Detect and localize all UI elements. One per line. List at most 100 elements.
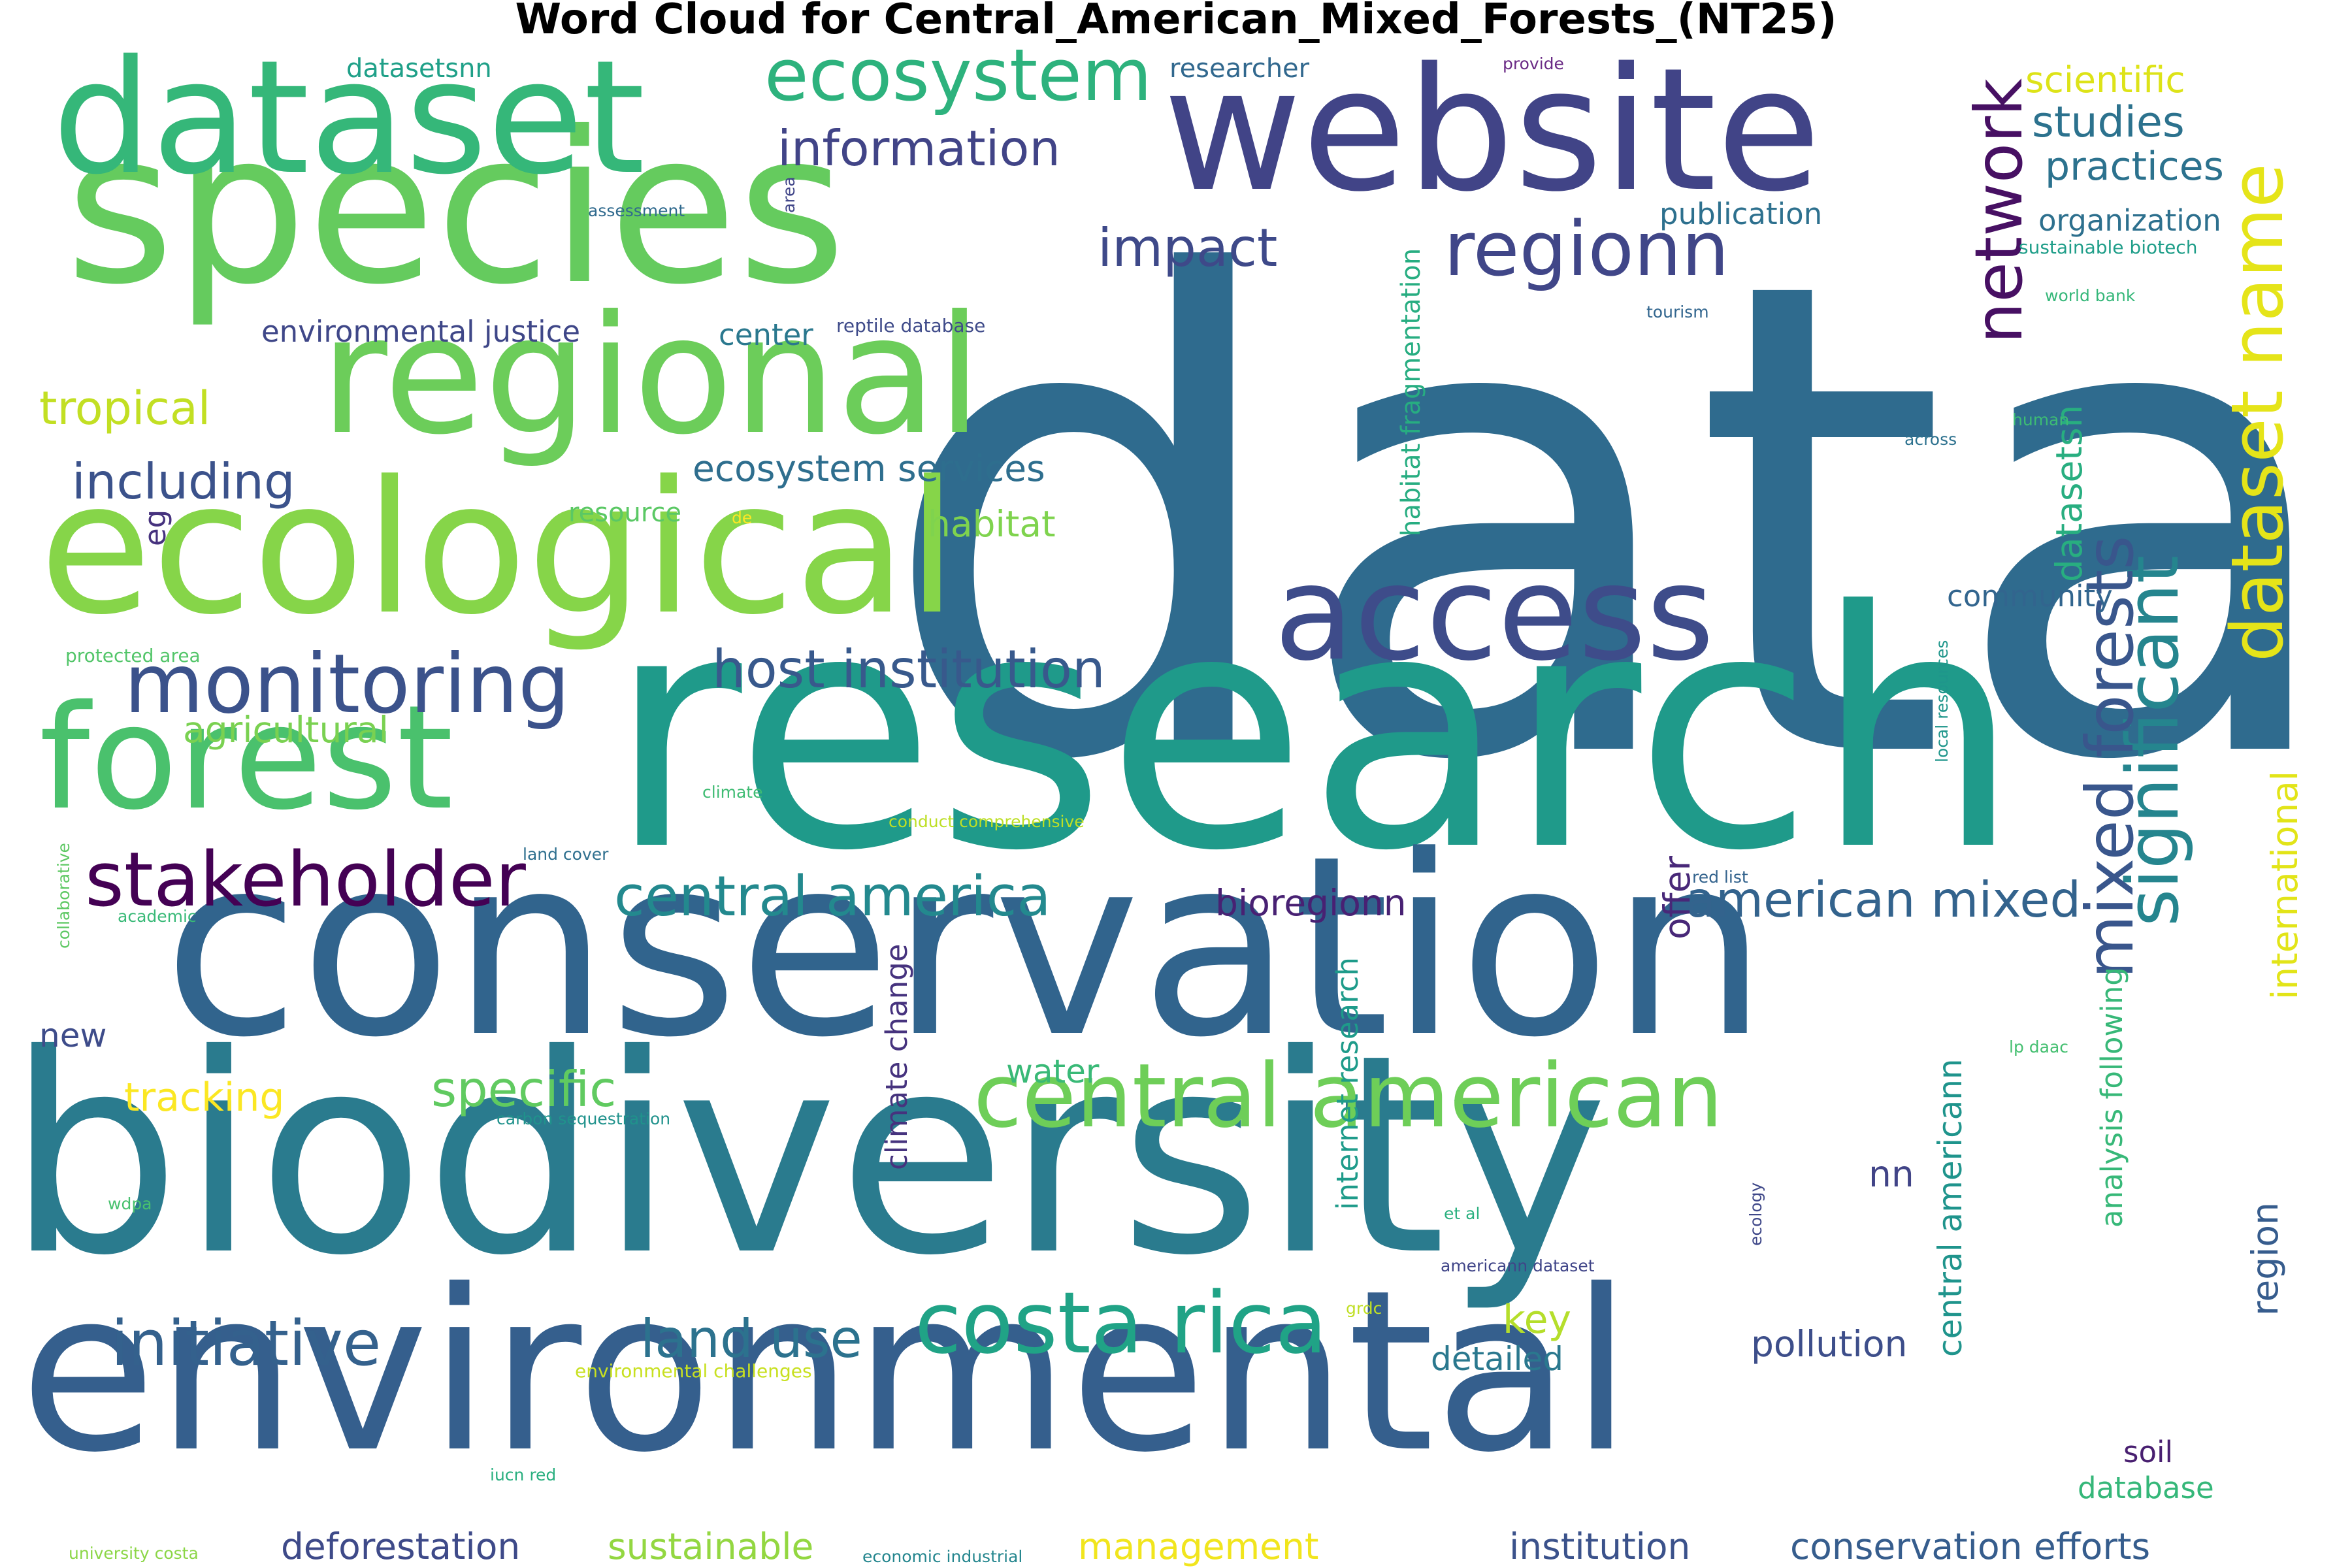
word-protected-area: protected area <box>65 645 201 666</box>
word-offer: offer <box>1656 856 1698 939</box>
word-regional: regional <box>320 280 983 470</box>
word-carbon-sequestration: carbon sequestration <box>497 1109 671 1128</box>
word-economic-industrial: economic industrial <box>862 1547 1023 1566</box>
word-publication: publication <box>1659 197 1823 231</box>
word-resource: resource <box>568 498 682 528</box>
word-including: including <box>72 453 295 510</box>
word-conservation: conservation <box>163 802 1768 1092</box>
word-ecosystem: ecosystem <box>764 33 1152 117</box>
word-soil: soil <box>2123 1435 2173 1469</box>
word-sustainable: sustainable <box>608 1526 814 1567</box>
word-forest: forest <box>39 674 453 841</box>
word-pollution: pollution <box>1751 1323 1908 1365</box>
word-information: information <box>777 120 1060 177</box>
word-bioregionn: bioregionn <box>1215 882 1407 924</box>
word-new: new <box>39 1017 107 1054</box>
word-climate-change: climate change <box>879 943 914 1170</box>
word-human: human <box>2012 410 2070 429</box>
word-access: access <box>1274 538 1714 690</box>
word-ecosystem-services: ecosystem services <box>693 448 1045 489</box>
word-management: management <box>1078 1526 1319 1567</box>
word-local-resources: local resources <box>1933 640 1952 762</box>
word-central-americann: central americann <box>1931 1058 1969 1357</box>
word-habitat-fragmentation: habitat fragmentation <box>1396 248 1426 536</box>
word-ecology: ecology <box>1746 1182 1765 1246</box>
word-stakeholder: stakeholder <box>85 836 526 924</box>
word-datasetsn: datasetsn <box>2048 404 2090 582</box>
word-academic: academic <box>118 907 197 926</box>
word-internet-research: internet research <box>1330 957 1365 1210</box>
word-lp-daac: lp daac <box>2009 1037 2069 1056</box>
word-website: website <box>1163 32 1821 229</box>
word-american-mixed: american mixed <box>1686 871 2082 928</box>
word-detailed: detailed <box>1431 1340 1564 1378</box>
word-environmental-justice: environmental justice <box>261 314 581 349</box>
word-conservation-efforts: conservation efforts <box>1790 1526 2151 1567</box>
word-tracking: tracking <box>124 1075 285 1120</box>
word-tourism: tourism <box>1646 302 1709 321</box>
word-world-bank: world bank <box>2045 286 2136 305</box>
word-analysis-following: analysis following <box>2095 967 2129 1228</box>
word-key: key <box>1503 1297 1572 1343</box>
word-database: database <box>2078 1471 2214 1505</box>
word-researcher: researcher <box>1169 54 1310 84</box>
word-host-institution: host institution <box>712 639 1105 700</box>
word-impact: impact <box>1098 218 1278 278</box>
word-region: region <box>2244 1202 2286 1316</box>
word-assessment: assessment <box>588 201 685 220</box>
word-land-cover: land cover <box>523 845 609 864</box>
word-provide: provide <box>1503 54 1564 73</box>
word-sustainable-biotech: sustainable biotech <box>2019 237 2198 258</box>
word-organization: organization <box>2038 203 2221 238</box>
word-environmental: environmental <box>20 1243 1633 1501</box>
word-monitoring: monitoring <box>124 637 570 732</box>
word-dataset: dataset <box>52 26 645 209</box>
word-water: water <box>1006 1053 1100 1090</box>
word-specific: specific <box>431 1060 617 1118</box>
word-collaborative: collaborative <box>54 843 73 949</box>
word-environmental-challenges: environmental challenges <box>575 1360 812 1382</box>
word-research: research <box>608 542 2021 922</box>
word-studies: studies <box>2032 98 2185 147</box>
word-americann-dataset: americann dataset <box>1441 1256 1595 1275</box>
word-reptile-database: reptile database <box>836 315 986 336</box>
word-red-list: red list <box>1692 868 1748 887</box>
chart-title: Word Cloud for Central_American_Mixed_Fo… <box>515 0 1837 44</box>
word-institution: institution <box>1509 1526 1691 1567</box>
word-climate: climate <box>702 783 763 802</box>
word-ecological: ecological <box>39 442 958 655</box>
word-costa-rica: costa rica <box>915 1273 1328 1373</box>
word-regionn: regionn <box>1444 206 1729 293</box>
word-community: community <box>1947 579 2113 613</box>
word-datasetsnn: datasetsnn <box>346 54 492 84</box>
word-area: area <box>779 176 798 213</box>
word-scientific: scientific <box>2025 59 2185 101</box>
word-et-al: et al <box>1444 1204 1480 1223</box>
word-grdc: grdc <box>1346 1299 1382 1318</box>
word-initiative: initiative <box>111 1308 382 1380</box>
word-conduct-comprehensive: conduct comprehensive <box>889 812 1085 831</box>
word-dataset-name: dataset name <box>2215 163 2299 662</box>
word-central-america: central america <box>614 864 1051 929</box>
word-eg: eg <box>138 509 172 546</box>
word-central-american: central american <box>973 1045 1723 1147</box>
word-data: data <box>877 142 2349 903</box>
word-tropical: tropical <box>39 382 211 435</box>
word-land-use: land use <box>640 1309 862 1369</box>
word-across: across <box>1904 430 1957 449</box>
word-habitat: habitat <box>928 503 1056 545</box>
word-network: network <box>1961 78 2037 344</box>
word-iucn-red: iucn red <box>490 1465 557 1484</box>
word-de: de <box>732 508 753 527</box>
word-practices: practices <box>2045 144 2224 189</box>
word-agricultural: agricultural <box>183 709 389 751</box>
word-center: center <box>719 318 813 352</box>
word-wdpa: wdpa <box>108 1194 152 1213</box>
word-university-costa: university costa <box>69 1544 199 1563</box>
word-nn: nn <box>1869 1153 1914 1195</box>
word-species: species <box>65 88 847 331</box>
word-deforestation: deforestation <box>281 1526 521 1567</box>
word-biodiversity: biodiversity <box>7 996 1609 1316</box>
